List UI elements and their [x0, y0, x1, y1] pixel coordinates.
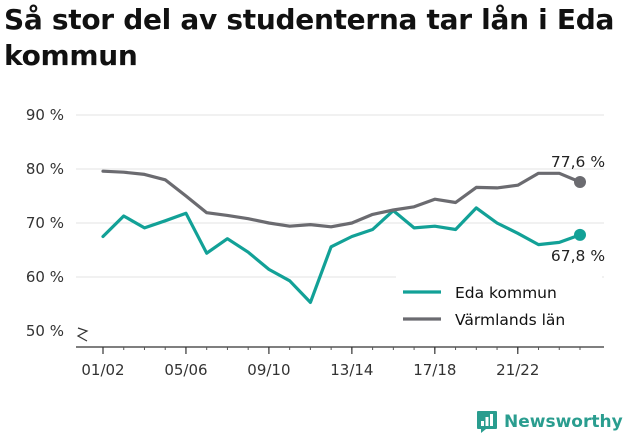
- x-tick-label: 17/18: [413, 361, 456, 379]
- bar-chart-speech-icon: [477, 411, 497, 433]
- legend: Eda kommun Värmlands län: [396, 272, 602, 337]
- axis-break-icon: [76, 327, 89, 342]
- end-value-label: 77,6 %: [551, 153, 605, 171]
- legend-label: Eda kommun: [455, 284, 557, 302]
- y-tick-label: 70 %: [26, 214, 64, 232]
- x-tick-label: 09/10: [247, 361, 290, 379]
- x-tick-label: 13/14: [330, 361, 373, 379]
- y-tick-label: 80 %: [26, 160, 64, 178]
- newsworthy-logo: Newsworthy: [476, 408, 623, 436]
- end-point-marker: [574, 175, 586, 188]
- x-tick-label: 21/22: [496, 361, 539, 379]
- chart-title: Så stor del av studenterna tar lån i Eda…: [4, 3, 615, 72]
- axis-layer: 50 % 60 % 70 % 80 % 90 % 01/02 05/06 09/10 13/14…: [26, 106, 604, 379]
- end-value-label: 67,8 %: [551, 247, 605, 265]
- end-point-marker: [574, 228, 586, 241]
- brand-name: Newsworthy: [504, 412, 623, 432]
- grid-layer: [76, 114, 604, 278]
- x-tick-label: 01/02: [81, 361, 124, 379]
- legend-background: [396, 272, 602, 337]
- series-line-varmlands-lan: [101, 169, 582, 229]
- x-tick-label: 05/06: [164, 361, 207, 379]
- legend-label: Värmlands län: [455, 311, 565, 329]
- y-tick-label: 90 %: [26, 106, 64, 124]
- series-line-eda-kommun: [101, 206, 582, 304]
- series-layer: [101, 169, 586, 304]
- label-layer: 67,8 % 77,6 %: [551, 153, 605, 265]
- y-tick-label: 50 %: [26, 322, 64, 340]
- y-tick-label: 60 %: [26, 268, 64, 286]
